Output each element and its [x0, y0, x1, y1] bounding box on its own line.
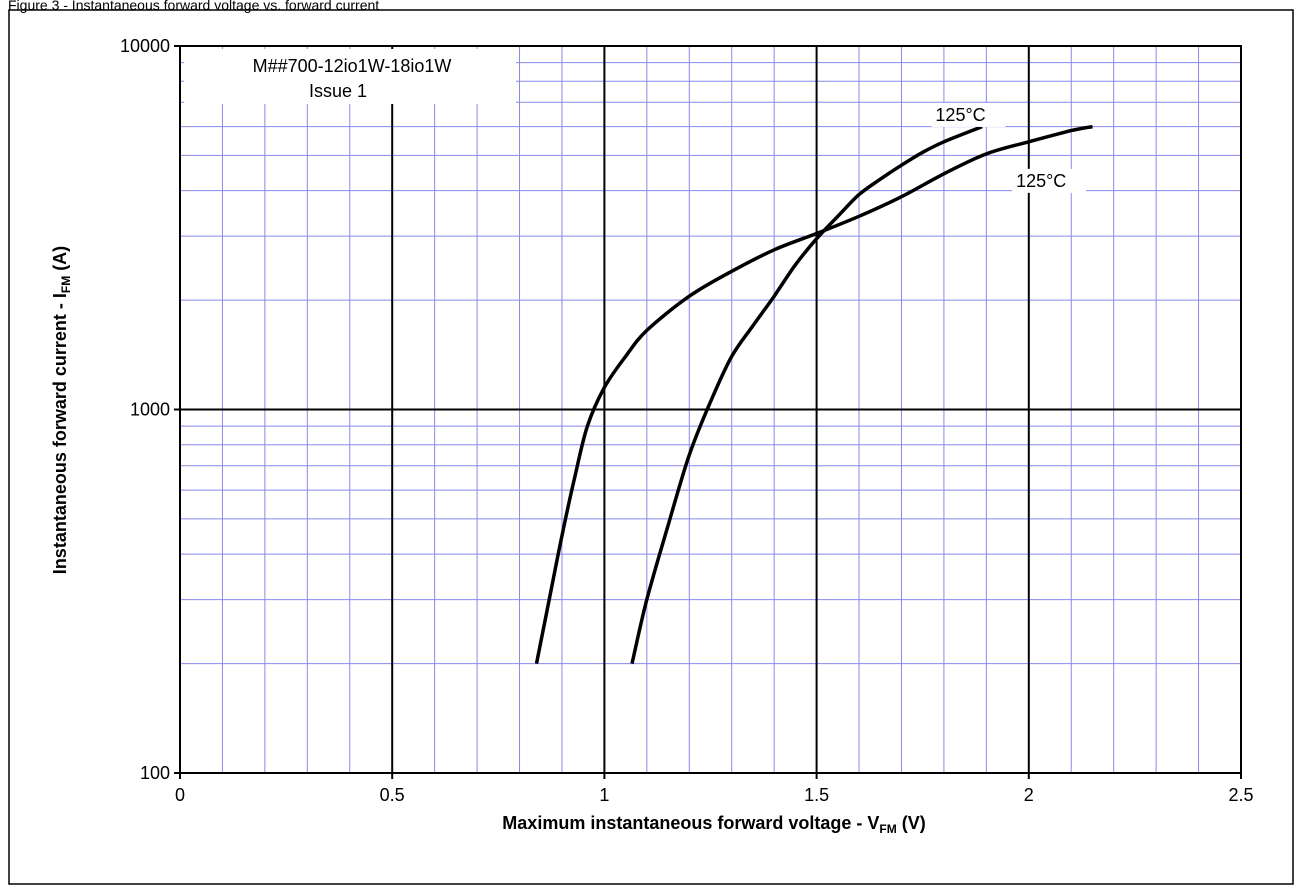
x-tick-label: 0.5	[380, 785, 405, 805]
y-tick-label: 100	[140, 763, 170, 783]
annotation-label-1: 125°C	[935, 105, 985, 125]
x-axis-label-unit: (V)	[897, 813, 926, 833]
title-box	[184, 49, 516, 104]
x-axis-label-main: Maximum instantaneous forward voltage - …	[502, 813, 879, 833]
title-line-2: Issue 1	[309, 81, 367, 101]
y-tick-label: 10000	[120, 36, 170, 56]
x-tick-labels: 0 0.5 1 1.5 2 2.5	[175, 785, 1254, 805]
x-tick-label: 2.5	[1228, 785, 1253, 805]
x-tick-label: 1	[599, 785, 609, 805]
annotation-layer: 125°C 125°C	[931, 102, 1087, 193]
y-axis-label: Instantaneous forward current - IFM (A)	[50, 246, 73, 574]
figure-caption: Figure 3 - Instantaneous forward voltage…	[8, 0, 380, 13]
series-line-1	[534, 124, 1093, 664]
y-axis-label-unit: (A)	[50, 246, 70, 276]
annotation-bg	[931, 102, 1006, 127]
title-line-1: M##700-12io1W-18io1W	[253, 56, 452, 76]
x-axis-label: Maximum instantaneous forward voltage - …	[502, 813, 925, 836]
series-layer	[534, 124, 1093, 664]
plot-area	[179, 45, 1242, 774]
y-axis-label-sub: FM	[59, 276, 73, 293]
annotation-label-2: 125°C	[1016, 171, 1066, 191]
x-axis-label-sub: FM	[879, 822, 896, 836]
y-tick-labels: 100 1000 10000	[120, 36, 170, 783]
outer-border	[8, 9, 1294, 885]
x-tick-label: 1.5	[804, 785, 829, 805]
y-axis-label-main: Instantaneous forward current - I	[50, 293, 70, 574]
x-tick-label: 2	[1024, 785, 1034, 805]
x-tick-label: 0	[175, 785, 185, 805]
series-line-2	[630, 124, 983, 664]
annotation-bg	[1012, 168, 1087, 193]
y-tick-label: 1000	[130, 400, 170, 420]
